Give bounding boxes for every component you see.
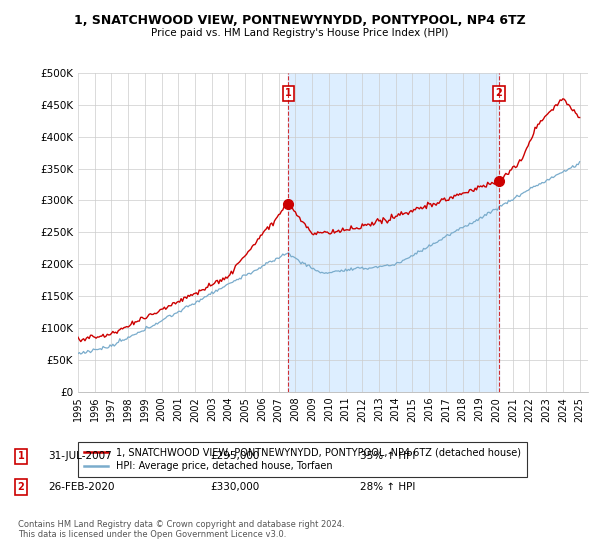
Text: 2: 2	[496, 88, 502, 98]
Text: 1: 1	[285, 88, 292, 98]
Text: 1: 1	[17, 451, 25, 461]
Text: 26-FEB-2020: 26-FEB-2020	[48, 482, 115, 492]
Text: 28% ↑ HPI: 28% ↑ HPI	[360, 482, 415, 492]
Text: 2: 2	[17, 482, 25, 492]
Text: £295,000: £295,000	[210, 451, 259, 461]
Text: Price paid vs. HM Land Registry's House Price Index (HPI): Price paid vs. HM Land Registry's House …	[151, 28, 449, 38]
Bar	[289, 73, 499, 392]
Text: 35% ↑ HPI: 35% ↑ HPI	[360, 451, 415, 461]
Text: 31-JUL-2007: 31-JUL-2007	[48, 451, 112, 461]
Text: Contains HM Land Registry data © Crown copyright and database right 2024.
This d: Contains HM Land Registry data © Crown c…	[18, 520, 344, 539]
Legend: 1, SNATCHWOOD VIEW, PONTNEWYNYDD, PONTYPOOL, NP4 6TZ (detached house), HPI: Aver: 1, SNATCHWOOD VIEW, PONTNEWYNYDD, PONTYP…	[78, 441, 527, 477]
Text: £330,000: £330,000	[210, 482, 259, 492]
Text: 1, SNATCHWOOD VIEW, PONTNEWYNYDD, PONTYPOOL, NP4 6TZ: 1, SNATCHWOOD VIEW, PONTNEWYNYDD, PONTYP…	[74, 14, 526, 27]
